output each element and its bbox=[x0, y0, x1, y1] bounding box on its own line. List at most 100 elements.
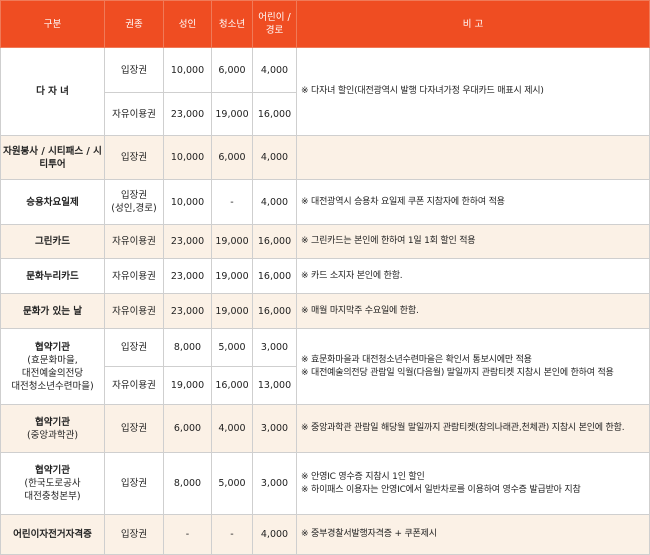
note: ※ 효문화마을과 대전청소년수련마을은 확인서 통보시에만 적용 ※ 대전예술의… bbox=[296, 328, 650, 405]
price-youth: 19,000 bbox=[211, 224, 253, 259]
price-adult: 6,000 bbox=[163, 404, 212, 453]
table-header-row: 구분 권종 성인 청소년 어린이 / 경로 비 고 bbox=[0, 0, 650, 48]
category-sub: 대전충청본부) bbox=[24, 491, 81, 502]
category-volunteer: 자원봉사 / 시티패스 / 시티투어 bbox=[0, 135, 105, 180]
ticket-type-subline: (성인,경로) bbox=[111, 203, 157, 214]
category-carpool: 승용차요일제 bbox=[0, 179, 105, 225]
ticket-type-line: 입장권 bbox=[120, 190, 148, 201]
price-child: 16,000 bbox=[252, 293, 297, 329]
note: ※ 대전광역시 승용차 요일제 쿠폰 지참자에 한하여 적용 bbox=[296, 179, 650, 225]
ticket-type: 자유이용권 bbox=[104, 258, 164, 294]
ticket-type: 입장권 bbox=[104, 404, 164, 453]
table-row: 협약기관 (한국도로공사 대전충청본부) 입장권 8,000 5,000 3,0… bbox=[0, 452, 650, 515]
note: ※ 안영IC 영수증 지참시 1인 할인 ※ 하이패스 이용자는 안영IC에서 … bbox=[296, 452, 650, 515]
ticket-type: 자유이용권 bbox=[104, 293, 164, 329]
note: ※ 카드 소지자 본인에 한함. bbox=[296, 258, 650, 294]
price-child: 16,000 bbox=[252, 258, 297, 294]
category-sub: (중앙과학관) bbox=[26, 429, 79, 441]
price-adult: 23,000 bbox=[163, 258, 212, 294]
category-sub: 대전예술의전당 bbox=[21, 367, 84, 379]
category-title: 협약기관 bbox=[35, 416, 70, 428]
note: ※ 다자녀 할인(대전광역시 발행 다자녀가정 우대카드 매표시 제시) bbox=[296, 47, 650, 136]
table-row: 다 자 녀 입장권 10,000 6,000 4,000 ※ 다자녀 할인(대전… bbox=[0, 47, 650, 136]
price-youth: 4,000 bbox=[211, 404, 253, 453]
category-sub: (효문화마을, bbox=[27, 354, 78, 366]
price-youth: 19,000 bbox=[211, 258, 253, 294]
price-adult: 19,000 bbox=[163, 366, 212, 405]
table-row: 어린이자전거자격증 입장권 - - 4,000 ※ 중부경찰서발행자격증 + 쿠… bbox=[0, 514, 650, 555]
price-youth: 16,000 bbox=[211, 366, 253, 405]
price-youth: 5,000 bbox=[211, 328, 253, 367]
price-child: 3,000 bbox=[252, 404, 297, 453]
category-sub: 대전청소년수련마을) bbox=[11, 380, 94, 392]
header-child-senior: 어린이 / 경로 bbox=[252, 0, 297, 48]
ticket-type: 자유이용권 bbox=[104, 224, 164, 259]
category-sub: (한국도로공사 bbox=[24, 478, 81, 489]
price-adult: 10,000 bbox=[163, 179, 212, 225]
table-row: 협약기관 (중앙과학관) 입장권 6,000 4,000 3,000 ※ 중앙과… bbox=[0, 404, 650, 453]
category-dajanyeo: 다 자 녀 bbox=[0, 47, 105, 136]
table-row: 문화누리카드 자유이용권 23,000 19,000 16,000 ※ 카드 소… bbox=[0, 258, 650, 294]
table-row: 자유이용권 19,000 16,000 13,000 bbox=[1, 366, 650, 405]
category-partner-3: 협약기관 (한국도로공사 대전충청본부) bbox=[0, 452, 105, 515]
ticket-type: 입장권 bbox=[104, 135, 164, 180]
category-child-bicycle-license: 어린이자전거자격증 bbox=[0, 514, 105, 555]
ticket-type: 자유이용권 bbox=[104, 366, 164, 405]
price-child: 4,000 bbox=[252, 47, 297, 93]
ticket-type: 입장권 bbox=[104, 47, 164, 93]
price-child: 16,000 bbox=[252, 92, 297, 136]
ticket-type: 입장권 bbox=[104, 514, 164, 555]
table-row: 그린카드 자유이용권 23,000 19,000 16,000 ※ 그린카드는 … bbox=[0, 224, 650, 259]
note-line: ※ 효문화마을과 대전청소년수련마을은 확인서 통보시에만 적용 bbox=[301, 354, 532, 365]
price-adult: 23,000 bbox=[163, 224, 212, 259]
category-culture-day: 문화가 있는 날 bbox=[0, 293, 105, 329]
category-green-card: 그린카드 bbox=[0, 224, 105, 259]
note: ※ 중부경찰서발행자격증 + 쿠폰제시 bbox=[296, 514, 650, 555]
ticket-type: 입장권 bbox=[104, 328, 164, 367]
table-row: 문화가 있는 날 자유이용권 23,000 19,000 16,000 ※ 매월… bbox=[0, 293, 650, 329]
header-adult: 성인 bbox=[163, 0, 212, 48]
price-child: 16,000 bbox=[252, 224, 297, 259]
price-youth: 6,000 bbox=[211, 135, 253, 180]
table-row: 승용차요일제 입장권 (성인,경로) 10,000 - 4,000 ※ 대전광역… bbox=[0, 179, 650, 225]
price-adult: 8,000 bbox=[163, 452, 212, 515]
price-youth: 6,000 bbox=[211, 47, 253, 93]
price-child: 13,000 bbox=[252, 366, 297, 405]
price-youth: 19,000 bbox=[211, 293, 253, 329]
price-adult: 23,000 bbox=[163, 293, 212, 329]
price-youth: 19,000 bbox=[211, 92, 253, 136]
note bbox=[296, 135, 650, 180]
price-adult: - bbox=[163, 514, 212, 555]
table-row: 협약기관 (효문화마을, 대전예술의전당 대전청소년수련마을) 입장권 8,00… bbox=[0, 328, 650, 405]
ticket-type: 입장권 bbox=[104, 452, 164, 515]
price-child: 3,000 bbox=[252, 452, 297, 515]
table-row: 자원봉사 / 시티패스 / 시티투어 입장권 10,000 6,000 4,00… bbox=[0, 135, 650, 180]
category-title: 협약기관 bbox=[35, 341, 70, 353]
note: ※ 매월 마지막주 수요일에 한함. bbox=[296, 293, 650, 329]
price-youth: - bbox=[211, 179, 253, 225]
note: ※ 중앙과학관 관람일 해당월 말일까지 관람티켓(창의나래관,천체관) 지참시… bbox=[296, 404, 650, 453]
note-line: ※ 하이패스 이용자는 안영IC에서 일반차로를 이용하여 영수증 발급받아 지… bbox=[301, 484, 581, 495]
ticket-type: 입장권 (성인,경로) bbox=[104, 179, 164, 225]
header-youth: 청소년 bbox=[211, 0, 253, 48]
price-child: 3,000 bbox=[252, 328, 297, 367]
category-title: 협약기관 bbox=[35, 465, 70, 476]
price-child: 4,000 bbox=[252, 179, 297, 225]
price-adult: 10,000 bbox=[163, 135, 212, 180]
price-adult: 8,000 bbox=[163, 328, 212, 367]
price-child: 4,000 bbox=[252, 135, 297, 180]
category-partner-1: 협약기관 (효문화마을, 대전예술의전당 대전청소년수련마을) bbox=[0, 328, 105, 405]
price-adult: 10,000 bbox=[163, 47, 212, 93]
price-child: 4,000 bbox=[252, 514, 297, 555]
header-category: 구분 bbox=[0, 0, 105, 48]
price-youth: 5,000 bbox=[211, 452, 253, 515]
header-note: 비 고 bbox=[296, 0, 650, 48]
price-adult: 23,000 bbox=[163, 92, 212, 136]
note-line: ※ 대전예술의전당 관람일 익월(다음월) 말일까지 관람티켓 지참시 본인에 … bbox=[301, 367, 614, 378]
category-partner-2: 협약기관 (중앙과학관) bbox=[0, 404, 105, 453]
category-nuri-card: 문화누리카드 bbox=[0, 258, 105, 294]
note: ※ 그린카드는 본인에 한하여 1일 1회 할인 적용 bbox=[296, 224, 650, 259]
note-line: ※ 안영IC 영수증 지참시 1인 할인 bbox=[301, 471, 425, 482]
header-ticket-type: 권종 bbox=[104, 0, 164, 48]
